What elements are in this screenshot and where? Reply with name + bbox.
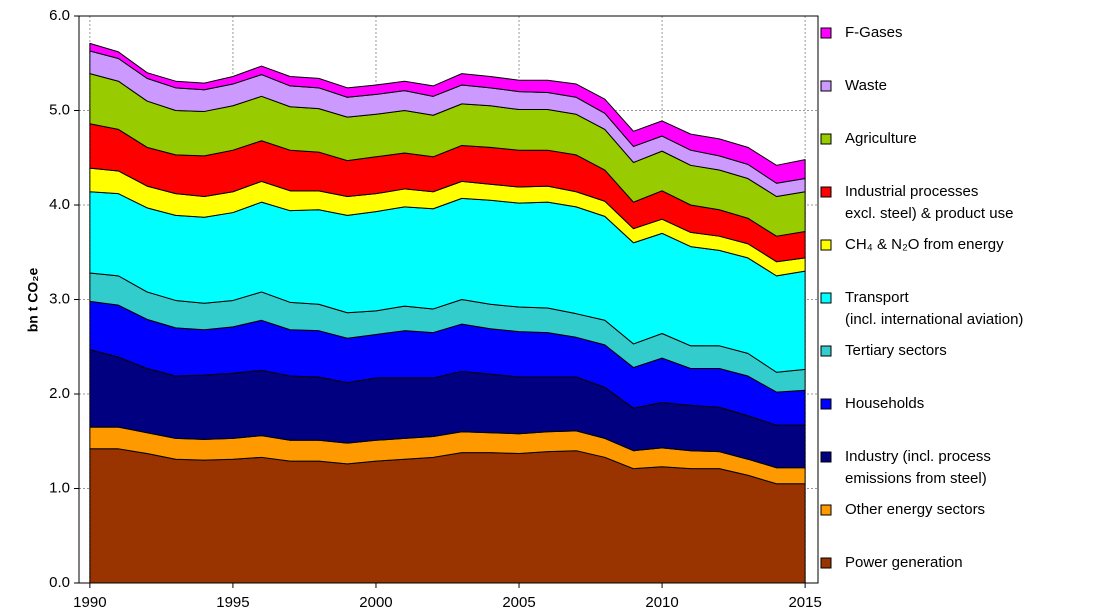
x-tick-label: 2010: [645, 594, 678, 611]
legend-swatch: [820, 398, 832, 410]
legend-swatch: [820, 345, 832, 357]
x-tick-label: 1990: [73, 594, 106, 611]
legend-label: Waste: [845, 77, 887, 94]
y-tick-label: 0.0: [49, 574, 70, 591]
y-axis-label: bn t CO₂e: [25, 268, 41, 333]
legend-swatch: [820, 504, 832, 516]
y-tick-label: 1.0: [49, 479, 70, 496]
legend-label: Agriculture: [845, 130, 917, 147]
legend-label: Tertiary sectors: [845, 342, 947, 359]
y-tick-label: 6.0: [49, 7, 70, 24]
legend-label: CH₄ & N₂O from energy: [845, 236, 1004, 253]
legend-swatch: [820, 239, 832, 251]
legend-label: Industry (incl. process emissions from st…: [845, 448, 991, 487]
legend-label: F-Gases: [845, 24, 903, 41]
legend-swatch: [820, 557, 832, 569]
legend-swatch: [820, 186, 832, 198]
legend-label: Transport (incl. international aviation): [845, 289, 1023, 328]
x-tick-label: 2015: [788, 594, 821, 611]
y-tick-label: 4.0: [49, 196, 70, 213]
legend-label: Power generation: [845, 554, 963, 571]
legend-label: Industrial processes excl. steel) & produ…: [845, 183, 1013, 222]
legend-swatch: [820, 451, 832, 463]
area: [89, 42, 806, 184]
x-tick-label: 2005: [502, 594, 535, 611]
y-tick-label: 3.0: [49, 290, 70, 307]
legend-label: Households: [845, 395, 924, 412]
y-tick-label: 5.0: [49, 101, 70, 118]
x-tick-label: 1995: [216, 594, 249, 611]
legend-swatch: [820, 80, 832, 92]
legend-swatch: [820, 27, 832, 39]
legend-label: Other energy sectors: [845, 501, 985, 518]
legend-swatch: [820, 133, 832, 145]
legend-swatch: [820, 292, 832, 304]
y-tick-label: 2.0: [49, 385, 70, 402]
x-tick-label: 2000: [359, 594, 392, 611]
